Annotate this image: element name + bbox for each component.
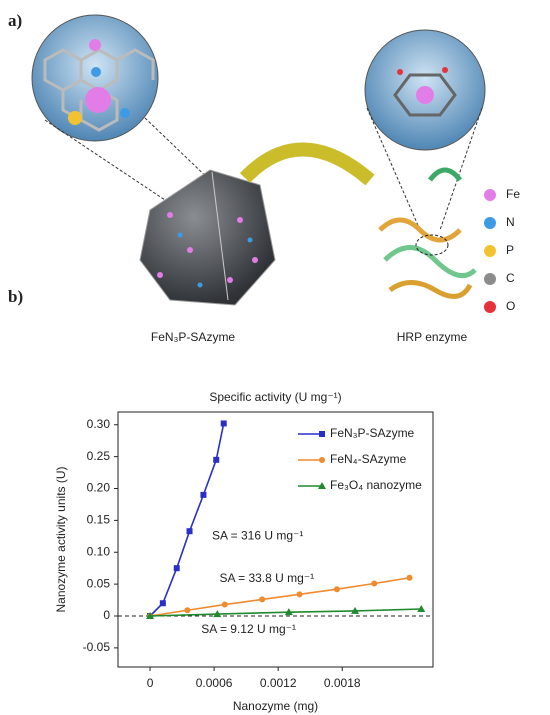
data-point: [187, 528, 193, 534]
legend-label: FeN₃P-SAzyme: [330, 426, 415, 440]
data-point: [371, 580, 377, 586]
data-point: [221, 420, 227, 426]
data-point: [200, 492, 206, 498]
y-tick-label: 0.15: [87, 513, 111, 527]
data-point: [297, 591, 303, 597]
data-point: [222, 602, 228, 608]
y-tick-label: 0.20: [87, 481, 111, 495]
data-point: [184, 607, 190, 613]
y-tick-label: 0.25: [87, 449, 111, 463]
x-tick-label: 0.0018: [324, 676, 361, 690]
data-point: [160, 600, 166, 606]
y-tick-label: 0.05: [87, 576, 111, 590]
legend-marker: [319, 457, 325, 463]
annotation: SA = 9.12 U mg⁻¹: [201, 622, 296, 636]
legend-label: N: [506, 215, 515, 229]
y-tick-label: 0.10: [87, 544, 111, 558]
x-tick-label: 0: [147, 676, 154, 690]
annotation: SA = 33.8 U mg⁻¹: [219, 571, 314, 585]
legend-swatch: [484, 301, 496, 313]
caption: FeN₃P-SAzyme: [151, 330, 236, 344]
figure: a) FeN₃P-SAzyme HRP enzyme Fe NPCO b) Spe…: [0, 0, 550, 715]
y-tick-label: 0.30: [87, 417, 111, 431]
caption: HRP enzyme: [397, 330, 468, 344]
panel-label: a): [8, 11, 22, 30]
legend-swatch: [484, 189, 496, 201]
annotation: SA = 316 U mg⁻¹: [212, 528, 303, 542]
legend-swatch: [484, 217, 496, 229]
data-point: [259, 596, 265, 602]
legend-label: P: [506, 243, 514, 257]
legend-label: C: [506, 271, 515, 285]
data-point: [213, 457, 219, 463]
legend-label: Fe₃O₄ nanozyme: [330, 478, 422, 492]
x-tick-label: 0.0012: [260, 676, 297, 690]
legend-marker: [319, 431, 325, 437]
y-axis-title: Nanozyme activity units (U): [54, 466, 68, 612]
legend-swatch: [484, 245, 496, 257]
chart-title: Specific activity (U mg⁻¹): [209, 390, 341, 404]
chart: Specific activity (U mg⁻¹) Nanozyme (mg) N…: [54, 390, 433, 713]
illustration: [32, 15, 485, 305]
data-point: [334, 586, 340, 592]
data-point: [174, 565, 180, 571]
legend-swatch: [484, 273, 496, 285]
panel-label: b): [8, 287, 23, 306]
x-axis-title: Nanozyme (mg): [233, 699, 318, 713]
series-line: [150, 423, 224, 616]
data-point: [407, 575, 413, 581]
legend-label: Fe: [506, 187, 520, 201]
legend-label: O: [506, 299, 515, 313]
y-tick-label: 0: [103, 608, 110, 622]
y-tick-label: -0.05: [83, 640, 111, 654]
x-tick-label: 0.0006: [196, 676, 233, 690]
legend-label: FeN₄-SAzyme: [330, 452, 407, 466]
